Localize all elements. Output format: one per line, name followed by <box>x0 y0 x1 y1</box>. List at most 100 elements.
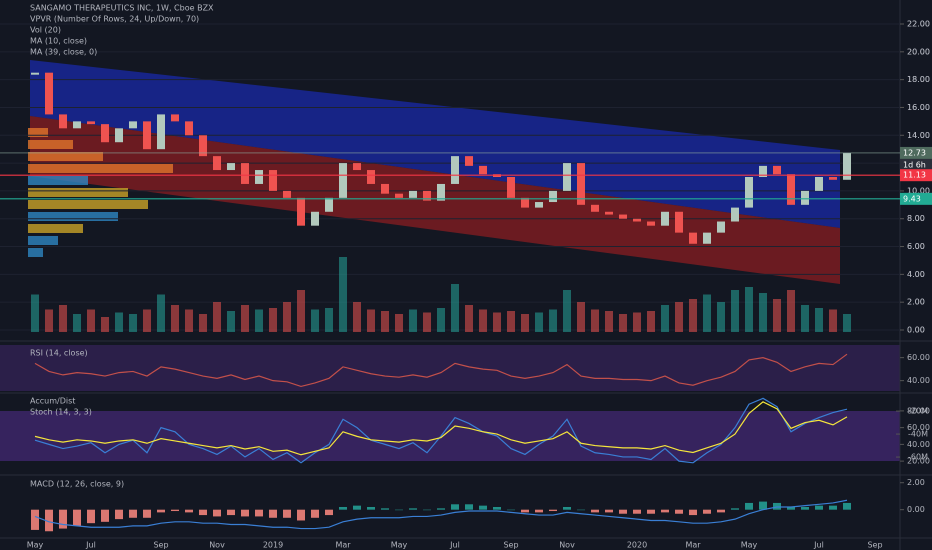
candle <box>605 211 613 215</box>
macd-bar <box>507 509 515 511</box>
macd-bar <box>731 508 739 510</box>
candle <box>675 211 683 233</box>
macd-bar <box>549 509 557 512</box>
y-tick-label: 0.00 <box>907 505 925 514</box>
profile-bar <box>28 128 48 137</box>
volume-bar <box>101 317 109 332</box>
x-tick-label: May <box>741 541 758 550</box>
volume-bar <box>367 309 375 332</box>
series-line <box>34 397 848 464</box>
volume-bar <box>157 294 165 332</box>
macd-bar <box>241 509 249 517</box>
candle <box>381 183 389 194</box>
macd-bar <box>213 509 221 517</box>
macd-bar <box>437 508 445 510</box>
y-tick-label: 2.00 <box>907 478 925 487</box>
macd-bar <box>101 509 109 522</box>
macd-bar <box>339 506 347 510</box>
macd-bar <box>283 509 291 518</box>
candle <box>829 177 837 180</box>
profile-bar <box>28 224 83 233</box>
y-tick-label: 80.00 <box>907 406 930 415</box>
profile-bar <box>28 164 173 173</box>
volume-bar <box>843 314 851 332</box>
volume-bar <box>731 290 739 332</box>
y-tick-label: 22.00 <box>907 20 930 29</box>
macd-bar <box>451 504 459 510</box>
y-tick-label: 60.00 <box>907 353 930 362</box>
y-tick-label: 14.00 <box>907 131 930 140</box>
candle <box>241 163 249 184</box>
volume-bar <box>87 309 95 332</box>
channel-lower <box>30 116 840 284</box>
volume-bar <box>451 284 459 332</box>
macd-bar <box>675 509 683 514</box>
macd-bar <box>45 509 53 532</box>
channel-upper <box>30 60 840 228</box>
volume-bar <box>479 309 487 332</box>
candle <box>143 121 151 150</box>
legend-entry: VPVR (Number Of Rows, 24, Up/Down, 70) <box>30 15 199 24</box>
volume-bar <box>381 311 389 332</box>
x-tick-label: Nov <box>559 541 575 550</box>
level-label: 9.43 <box>903 194 921 203</box>
y-tick-label: 0.00 <box>907 326 925 335</box>
candle <box>395 193 403 198</box>
macd-bar <box>535 509 543 513</box>
volume-bar <box>31 294 39 332</box>
candle <box>437 183 445 201</box>
macd-bar <box>157 509 165 513</box>
series-line <box>34 499 848 530</box>
candle <box>73 121 81 129</box>
volume-bar <box>409 309 417 332</box>
x-tick-label: Jul <box>449 541 460 550</box>
candle <box>423 190 431 201</box>
volume-bar <box>395 314 403 332</box>
macd-bar <box>325 509 333 516</box>
volume-bar <box>633 312 641 332</box>
y-tick-label: 60.00 <box>907 423 930 432</box>
volume-bar <box>787 290 795 332</box>
volume-bar <box>829 309 837 332</box>
volume-bar <box>437 308 445 332</box>
volume-bar <box>423 312 431 332</box>
y-tick-label: 8.00 <box>907 214 925 223</box>
candle <box>535 202 543 208</box>
macd-bar <box>493 506 501 510</box>
candle <box>59 114 67 129</box>
macd-bar <box>143 509 151 518</box>
candle <box>759 165 767 177</box>
y-tick-label: 2.00 <box>907 298 925 307</box>
profile-bar <box>28 140 73 149</box>
volume-bar <box>45 309 53 332</box>
y-tick-label: 20.00 <box>907 47 930 56</box>
candle <box>297 197 305 226</box>
y-tick-label: 16.00 <box>907 103 930 112</box>
candle <box>367 170 375 184</box>
profile-bar <box>28 200 148 209</box>
macd-bar <box>745 502 753 510</box>
level-label-box <box>900 169 932 182</box>
macd-bar <box>409 508 417 510</box>
legend-entry: MA (10, close) <box>30 37 87 46</box>
candle <box>269 170 277 191</box>
volume-bar <box>647 311 655 332</box>
candle <box>157 114 165 150</box>
y-tick-label: 0.00 <box>907 326 925 335</box>
volume-bar <box>311 309 319 332</box>
macd-bar <box>647 509 655 514</box>
macd-bar <box>311 509 319 518</box>
y-tick-label: 6.00 <box>907 242 925 251</box>
macd-bar <box>199 509 207 516</box>
volume-bar <box>199 314 207 332</box>
x-tick-label: Jul <box>85 541 96 550</box>
macd-bar <box>353 505 361 510</box>
macd-bar <box>801 506 809 510</box>
candle <box>45 72 53 115</box>
candle <box>311 211 319 226</box>
candle <box>325 197 333 212</box>
candle <box>87 121 95 125</box>
volume-bar <box>353 302 361 332</box>
x-tick-label: Mar <box>335 541 351 550</box>
volume-bar <box>493 312 501 332</box>
